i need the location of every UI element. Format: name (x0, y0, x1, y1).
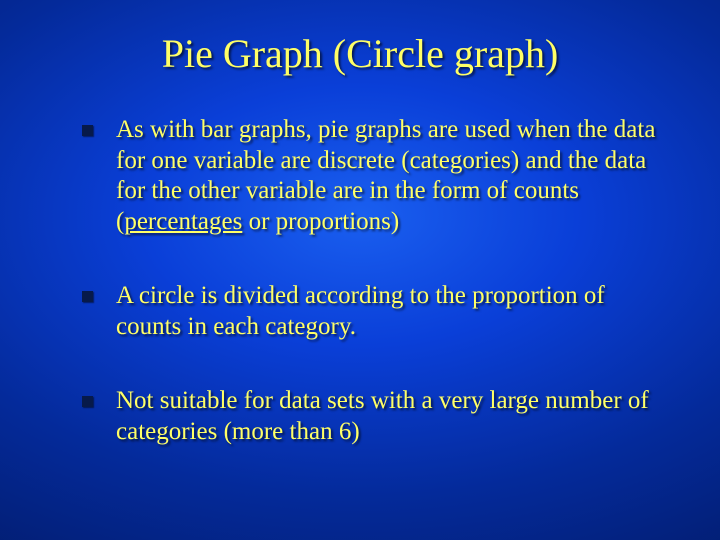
bullet-text-pre: Not suitable for data sets with a very l… (116, 387, 649, 445)
list-item: As with bar graphs, pie graphs are used … (82, 115, 660, 237)
bullet-text-post: or proportions) (242, 208, 399, 235)
bullet-text-pre: A circle is divided according to the pro… (116, 282, 605, 340)
bullet-list: As with bar graphs, pie graphs are used … (60, 115, 660, 447)
list-item: A circle is divided according to the pro… (82, 281, 660, 342)
bullet-text-underlined: percentages (124, 208, 242, 235)
slide-title: Pie Graph (Circle graph) (60, 30, 660, 77)
list-item: Not suitable for data sets with a very l… (82, 386, 660, 447)
slide: Pie Graph (Circle graph) As with bar gra… (0, 0, 720, 540)
